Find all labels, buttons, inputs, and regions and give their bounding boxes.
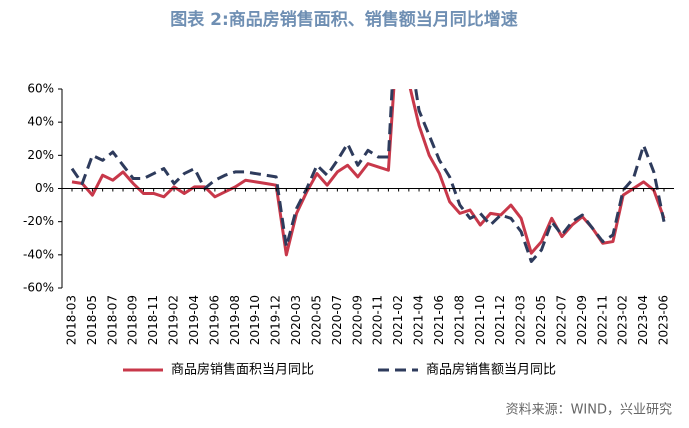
y-tick-label: 20% [27,148,54,162]
x-tick-label: 2022-05 [534,295,548,345]
plot [70,89,666,263]
x-tick-label: 2022-11 [595,295,609,345]
y-tick-label: 40% [27,115,54,129]
chart-title: 图表 2:商品房销售面积、销售额当月同比增速 [170,9,518,30]
x-tick-label: 2018-03 [65,295,79,345]
x-tick-label: 2019-10 [248,295,262,345]
y-tick-label: 0% [35,181,54,195]
x-tick-label: 2018-07 [105,295,119,345]
x-tick-label: 2018-05 [85,295,99,345]
x-tick-label: 2023-06 [657,295,671,345]
x-tick-label: 2021-06 [432,295,446,345]
x-tick-label: 2021-12 [493,295,507,345]
x-tick-label: 2019-04 [187,295,201,345]
x-tick-label: 2022-03 [514,295,528,345]
x-tick-label: 2023-02 [616,295,630,345]
x-tick-label: 2018-11 [146,295,160,345]
x-tick-label: 2019-02 [167,295,181,345]
x-tick-label: 2020-11 [371,295,385,345]
legend-label: 商品房销售额当月同比 [426,362,556,378]
x-tick-label: 2020-07 [330,295,344,345]
x-tick-label: 2021-10 [473,295,487,345]
y-tick-label: -40% [23,247,54,261]
x-tick-label: 2023-04 [636,295,650,345]
y-tick-label: 60% [27,82,54,96]
x-tick-label: 2019-06 [207,295,221,345]
x-tick-label: 2021-04 [412,295,426,345]
x-tick-label: 2022-09 [575,295,589,345]
x-tick-label: 2019-12 [269,295,283,345]
x-tick-label: 2021-08 [452,295,466,345]
x-tick-label: 2018-09 [126,295,140,345]
x-tick-label: 2022-07 [554,295,568,345]
source: 资料来源：WIND，兴业研究 [506,403,672,418]
y-tick-label: -20% [23,214,54,228]
x-tick-label: 2020-09 [350,295,364,345]
x-tick-label: 2020-05 [309,295,323,345]
x-tick-label: 2021-02 [391,295,405,345]
y-tick-label: -60% [23,281,54,295]
series-line [70,89,666,263]
legend-label: 商品房销售面积当月同比 [171,362,314,378]
x-tick-label: 2020-03 [289,295,303,345]
x-tick-label: 2019-08 [228,295,242,345]
